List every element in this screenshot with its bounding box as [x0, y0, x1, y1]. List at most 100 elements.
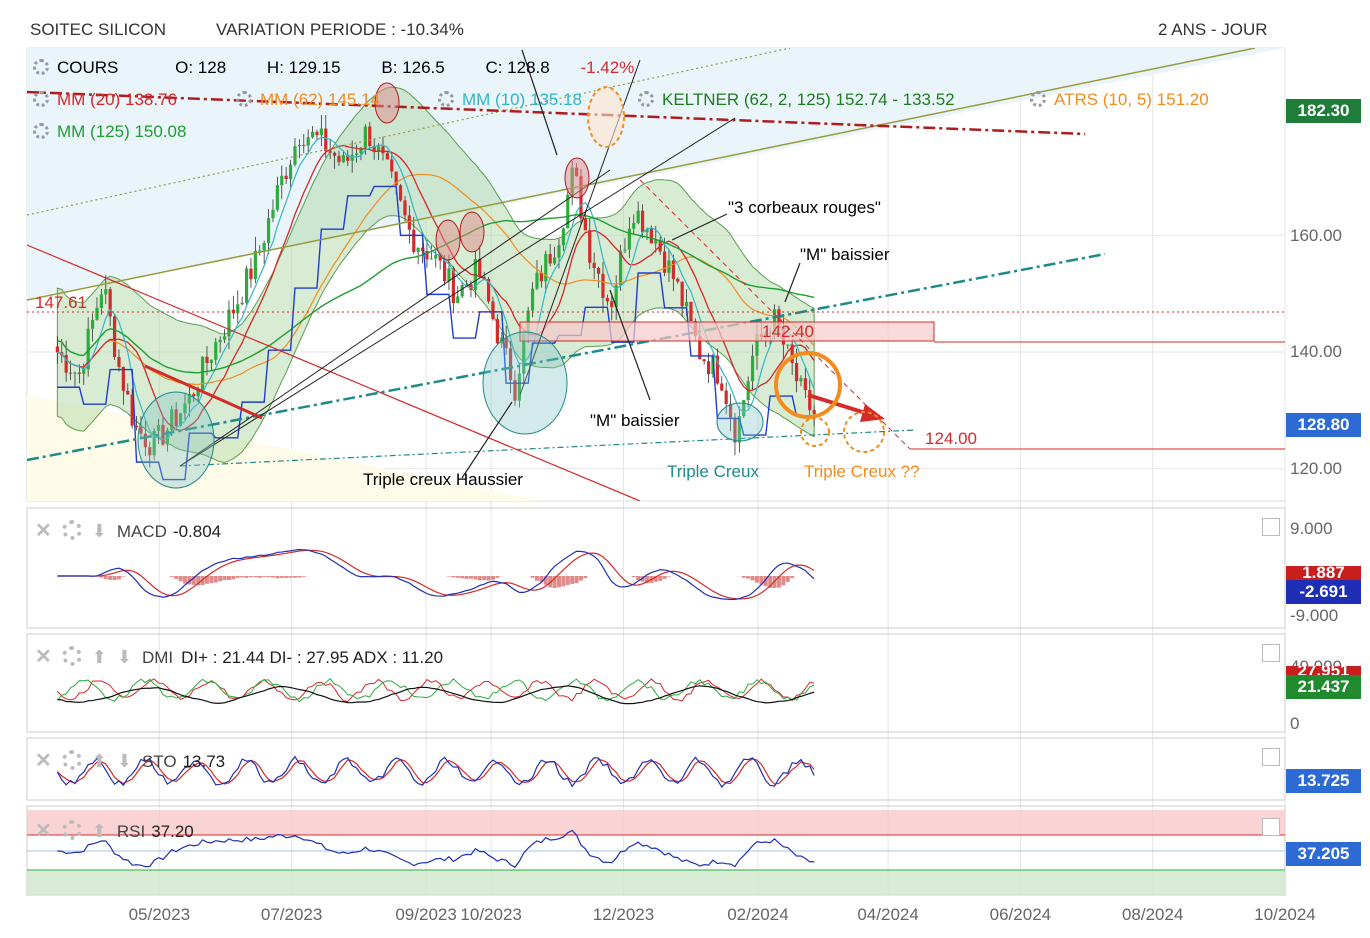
price-tick: 160.00: [1290, 226, 1342, 245]
gear-icon[interactable]: [33, 123, 49, 139]
sto-signal-line: [56, 758, 815, 785]
panel-maximize-box[interactable]: [1262, 818, 1280, 836]
candle: [407, 215, 411, 230]
macd-histogram-bar: [288, 576, 293, 578]
arrow-down-icon[interactable]: ⬇: [116, 751, 132, 771]
candle: [266, 218, 271, 244]
arrow-down-icon[interactable]: ⬇: [91, 521, 107, 541]
gear-icon[interactable]: [61, 750, 82, 770]
x-tick-label: 06/2024: [989, 905, 1052, 924]
candle: [676, 278, 680, 282]
candle: [522, 333, 526, 374]
dmi-tick: 40.000: [1290, 657, 1342, 667]
macd-badge: -2.691: [1286, 580, 1361, 604]
candle: [478, 259, 482, 277]
gear-icon[interactable]: [438, 91, 454, 107]
candle: [341, 155, 345, 163]
candle: [649, 228, 653, 244]
candle: [610, 301, 614, 308]
arrow-up-icon[interactable]: ⬆: [91, 821, 107, 841]
candle: [187, 394, 191, 404]
macd-histogram-bar: [108, 576, 113, 580]
level-142: 142.40: [762, 322, 814, 341]
arrow-up-icon[interactable]: ⬆: [91, 751, 107, 771]
candle: [90, 319, 95, 329]
candle: [284, 175, 288, 180]
candle: [183, 403, 187, 414]
gear-icon[interactable]: [33, 91, 49, 107]
macd-histogram-bar: [231, 576, 236, 580]
candle: [170, 409, 174, 431]
macd-histogram-bar: [658, 576, 663, 581]
candle: [350, 154, 354, 161]
candle: [227, 309, 231, 337]
macd-histogram-bar: [253, 576, 258, 578]
annotation-arrow: [521, 49, 558, 156]
macd-histogram-bar: [548, 576, 553, 588]
macd-histogram-bar: [776, 576, 781, 588]
panel-maximize-box[interactable]: [1262, 518, 1280, 536]
gear-icon[interactable]: [1030, 91, 1046, 107]
candle: [134, 425, 139, 428]
rsi-line: [57, 829, 815, 869]
candle: [737, 416, 741, 443]
arrow-up-icon[interactable]: ⬆: [91, 647, 107, 667]
legend-cours: COURS O: 128 H: 129.15 B: 126.5 C: 128.8…: [33, 58, 634, 78]
gear-icon[interactable]: [33, 59, 49, 75]
macd-histogram-bar: [781, 576, 786, 586]
macd-histogram-bar: [565, 576, 570, 585]
legend-mm20: MM (20) 138.76: [33, 90, 177, 110]
gear-icon[interactable]: [61, 520, 82, 540]
panel-maximize-box[interactable]: [1262, 644, 1280, 662]
candle: [293, 146, 297, 165]
candle: [715, 355, 719, 384]
candle: [680, 281, 684, 307]
candle: [126, 390, 130, 395]
x-tick-label: 10/2024: [1254, 905, 1316, 924]
candle: [165, 430, 169, 445]
macd-histogram-bar: [266, 576, 271, 578]
candle: [354, 153, 359, 155]
gear-icon[interactable]: [61, 820, 82, 840]
upper-trendline: [27, 48, 1256, 301]
candle: [614, 285, 618, 308]
annotation-arrow: [784, 262, 801, 303]
candle: [429, 258, 433, 260]
annotation-triple-creux: Triple Creux: [667, 462, 759, 481]
macd-histogram-bar: [477, 576, 482, 581]
panel-maximize-box[interactable]: [1262, 748, 1280, 766]
macd-histogram-bar: [262, 576, 267, 578]
macd-histogram-bar: [750, 576, 755, 581]
candle: [724, 390, 728, 405]
macd-histogram-bar: [653, 576, 658, 582]
candle: [601, 273, 605, 298]
candle: [222, 336, 227, 340]
candle: [645, 228, 649, 233]
macd-histogram-bar: [754, 576, 759, 583]
candle: [192, 394, 196, 397]
x-tick-label: 08/2024: [1121, 905, 1184, 924]
candle: [130, 394, 134, 426]
annotation-m-baissier-2: "M" baissier: [590, 411, 680, 430]
period-label[interactable]: 2 ANS - JOUR: [1158, 20, 1268, 39]
close-icon[interactable]: ✕: [35, 750, 52, 772]
arrow-down-icon[interactable]: ⬇: [116, 647, 132, 667]
candle: [803, 378, 807, 391]
candle: [706, 361, 711, 375]
close-icon[interactable]: ✕: [35, 520, 52, 542]
gear-icon[interactable]: [236, 91, 252, 107]
gear-icon[interactable]: [638, 91, 654, 107]
gear-icon[interactable]: [61, 646, 82, 666]
candle: [486, 278, 491, 302]
ma10-line: [57, 136, 815, 441]
macd-histogram-bar: [490, 576, 495, 580]
x-tick-label: 04/2024: [857, 905, 919, 924]
price-tick: 140.00: [1290, 342, 1342, 361]
candle: [632, 222, 636, 229]
candle: [561, 228, 565, 246]
close-icon[interactable]: ✕: [35, 646, 52, 668]
dmi-badge: 21.437: [1286, 675, 1361, 699]
macd-histogram-bar: [178, 576, 183, 582]
close-icon[interactable]: ✕: [35, 820, 52, 842]
